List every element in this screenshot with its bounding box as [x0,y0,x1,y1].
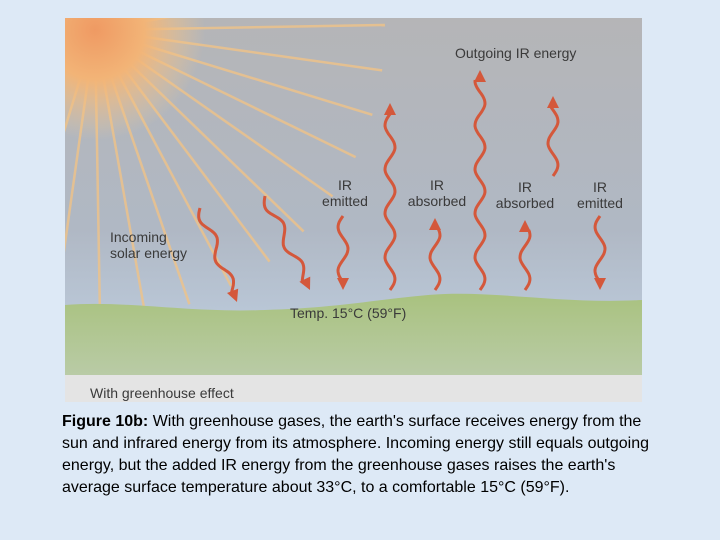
arrow-head [594,278,606,290]
arrow-head [429,218,441,230]
ground [65,293,642,375]
wavy-arrow [383,113,397,291]
caption: Figure 10b: With greenhouse gases, the e… [62,411,652,499]
label: emitted [577,195,623,211]
label: emitted [322,193,368,209]
scene-art [65,18,642,402]
label: IR [593,179,607,195]
arrow-head [337,278,349,290]
diagram: With greenhouse effect Outgoing IR energ… [65,18,642,402]
footer: With greenhouse effect [90,385,234,401]
arrow-head [519,220,531,232]
wavy-arrow [336,215,350,281]
wavy-arrow [262,195,306,283]
label: absorbed [408,193,466,209]
arrow-head [227,288,239,302]
caption-text: With greenhouse gases, the earth's surfa… [62,413,649,496]
label: absorbed [496,195,554,211]
wavy-arrow [546,105,560,177]
label: solar energy [110,245,187,261]
wavy-arrow [428,227,442,291]
arrow-head [299,276,311,290]
label: Temp. 15°C (59°F) [290,305,406,321]
label: IR [430,177,444,193]
arrow-head [474,70,486,82]
wavy-arrow [593,215,607,281]
wavy-arrow [518,229,532,291]
label: IR [338,177,352,193]
label: IR [518,179,532,195]
label: Outgoing IR energy [455,45,576,61]
caption-label: Figure 10b: [62,413,149,430]
arrow-head [547,96,559,108]
arrow-head [384,103,396,115]
label: Incoming [110,229,167,245]
arrows [197,70,607,302]
wavy-arrow [197,207,235,293]
sun [65,18,205,140]
wavy-arrow [473,79,487,291]
footer-strip [65,375,642,402]
